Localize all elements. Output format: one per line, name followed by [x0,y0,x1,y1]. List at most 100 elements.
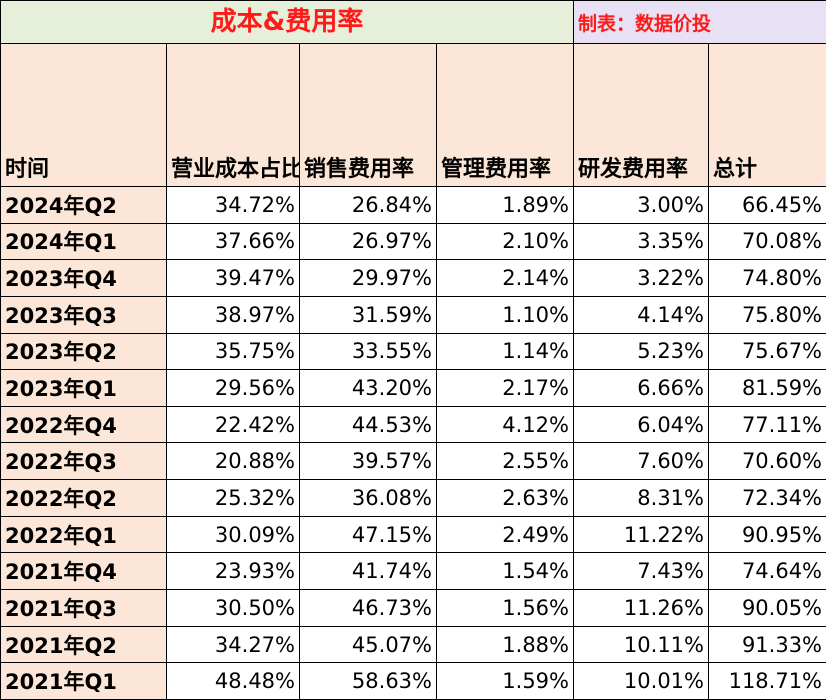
admin-expense-cell: 1.88% [436,625,574,664]
header-row: 时间 营业成本占比 销售费用率 管理费用率 研发费用率 总计 [0,43,826,187]
period-cell: 2021年Q4 [0,552,167,591]
admin-expense-cell: 1.14% [436,332,574,371]
table-row: 2024年Q2 34.72% 26.84% 1.89% 3.00% 66.45% [0,186,826,224]
total-cell: 118.71% [707,662,826,700]
admin-expense-cell: 1.59% [436,662,574,700]
sales-expense-cell: 58.63% [299,662,437,700]
sales-expense-cell: 36.08% [299,479,437,517]
sales-expense-cell: 39.57% [299,442,437,481]
period-cell: 2023年Q4 [0,259,167,297]
table-row: 2022年Q1 30.09% 47.15% 2.49% 11.22% 90.95% [0,515,826,554]
sales-expense-cell: 33.55% [299,332,437,371]
cost-ratio-cell: 25.32% [166,479,300,517]
rd-expense-cell: 4.14% [573,295,709,334]
period-cell: 2022年Q2 [0,479,167,517]
rd-expense-cell: 3.22% [573,259,709,297]
table-row: 2023年Q1 29.56% 43.20% 2.17% 6.66% 81.59% [0,369,826,407]
total-cell: 70.60% [707,442,826,481]
table-title: 成本&费用率 [0,0,574,44]
total-cell: 74.80% [707,259,826,297]
cost-ratio-cell: 30.09% [166,515,300,554]
total-cell: 66.45% [707,186,826,224]
period-cell: 2024年Q2 [0,186,167,224]
table-credit: 制表：数据价投 [572,0,826,44]
header-total: 总计 [707,43,826,187]
cost-ratio-cell: 34.72% [166,186,300,224]
total-cell: 90.95% [707,515,826,554]
sales-expense-cell: 31.59% [299,295,437,334]
rd-expense-cell: 11.22% [573,515,709,554]
cost-ratio-cell: 23.93% [166,552,300,591]
rd-expense-cell: 10.11% [573,625,709,664]
period-cell: 2023年Q2 [0,332,167,371]
rd-expense-cell: 3.35% [573,222,709,261]
admin-expense-cell: 1.54% [436,552,574,591]
cost-ratio-cell: 34.27% [166,625,300,664]
cost-ratio-cell: 22.42% [166,405,300,444]
cost-ratio-cell: 37.66% [166,222,300,261]
total-cell: 75.67% [707,332,826,371]
table-row: 2022年Q4 22.42% 44.53% 4.12% 6.04% 77.11% [0,405,826,444]
total-cell: 74.64% [707,552,826,591]
table-row: 2024年Q1 37.66% 26.97% 2.10% 3.35% 70.08% [0,222,826,261]
sales-expense-cell: 26.97% [299,222,437,261]
admin-expense-cell: 2.63% [436,479,574,517]
rd-expense-cell: 11.26% [573,589,709,627]
cost-ratio-cell: 30.50% [166,589,300,627]
period-cell: 2021年Q3 [0,589,167,627]
rd-expense-cell: 7.43% [573,552,709,591]
period-cell: 2024年Q1 [0,222,167,261]
cost-ratio-cell: 29.56% [166,369,300,407]
rd-expense-cell: 8.31% [573,479,709,517]
admin-expense-cell: 1.89% [436,186,574,224]
admin-expense-cell: 1.56% [436,589,574,627]
header-sales-expense: 销售费用率 [299,43,437,187]
table-row: 2023年Q4 39.47% 29.97% 2.14% 3.22% 74.80% [0,259,826,297]
admin-expense-cell: 4.12% [436,405,574,444]
total-cell: 91.33% [707,625,826,664]
sales-expense-cell: 44.53% [299,405,437,444]
admin-expense-cell: 2.14% [436,259,574,297]
rd-expense-cell: 3.00% [573,186,709,224]
sales-expense-cell: 41.74% [299,552,437,591]
table-body: 2024年Q2 34.72% 26.84% 1.89% 3.00% 66.45% 2024年… [0,186,826,700]
admin-expense-cell: 2.55% [436,442,574,481]
table-row: 2023年Q3 38.97% 31.59% 1.10% 4.14% 75.80% [0,295,826,334]
period-cell: 2022年Q4 [0,405,167,444]
total-cell: 70.08% [707,222,826,261]
header-admin-expense: 管理费用率 [436,43,574,187]
period-cell: 2021年Q1 [0,662,167,700]
rd-expense-cell: 5.23% [573,332,709,371]
cost-ratio-cell: 38.97% [166,295,300,334]
admin-expense-cell: 1.10% [436,295,574,334]
table-row: 2021年Q1 48.48% 58.63% 1.59% 10.01% 118.71% [0,662,826,700]
total-cell: 90.05% [707,589,826,627]
sales-expense-cell: 43.20% [299,369,437,407]
header-cost-ratio: 营业成本占比 [166,43,300,187]
header-rd-expense: 研发费用率 [573,43,709,187]
table-row: 2023年Q2 35.75% 33.55% 1.14% 5.23% 75.67% [0,332,826,371]
table-row: 2022年Q2 25.32% 36.08% 2.63% 8.31% 72.34% [0,479,826,517]
admin-expense-cell: 2.10% [436,222,574,261]
table-row: 2021年Q3 30.50% 46.73% 1.56% 11.26% 90.05% [0,589,826,627]
period-cell: 2023年Q3 [0,295,167,334]
sales-expense-cell: 47.15% [299,515,437,554]
period-cell: 2022年Q3 [0,442,167,481]
rd-expense-cell: 6.66% [573,369,709,407]
total-cell: 81.59% [707,369,826,407]
title-row: 成本&费用率 制表：数据价投 [0,0,826,44]
cost-ratio-cell: 20.88% [166,442,300,481]
rd-expense-cell: 10.01% [573,662,709,700]
total-cell: 72.34% [707,479,826,517]
admin-expense-cell: 2.17% [436,369,574,407]
cost-ratio-cell: 48.48% [166,662,300,700]
table-row: 2021年Q4 23.93% 41.74% 1.54% 7.43% 74.64% [0,552,826,591]
sales-expense-cell: 46.73% [299,589,437,627]
total-cell: 77.11% [707,405,826,444]
header-time: 时间 [0,43,167,187]
period-cell: 2021年Q2 [0,625,167,664]
admin-expense-cell: 2.49% [436,515,574,554]
cost-ratio-cell: 35.75% [166,332,300,371]
table-row: 2021年Q2 34.27% 45.07% 1.88% 10.11% 91.33% [0,625,826,664]
